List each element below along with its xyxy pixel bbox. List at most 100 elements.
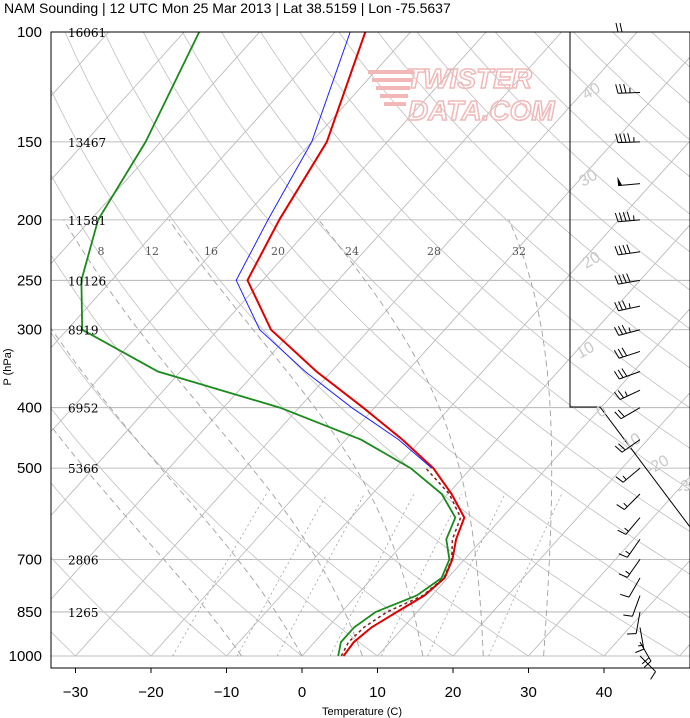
- wind-barb-full: [627, 133, 631, 143]
- wind-barb: [613, 368, 641, 380]
- isotherm--60: [51, 32, 411, 433]
- wind-barb: [639, 655, 656, 680]
- isotherm-20: [452, 392, 690, 657]
- wind-barb-full: [622, 274, 627, 283]
- wind-barb-staff: [622, 467, 641, 483]
- pressure-tick-label: 400: [17, 400, 42, 417]
- pressure-tick-label: 1000: [9, 648, 42, 665]
- wind-barb-full: [626, 273, 631, 283]
- chart-title: NAM Sounding | 12 UTC Mon 25 Mar 2013 | …: [4, 0, 451, 16]
- wind-barb-full: [613, 350, 620, 359]
- wind-barb: [618, 559, 641, 578]
- wind-barb-full: [621, 368, 628, 377]
- isotherm-label: 10: [574, 339, 598, 363]
- height-label: 8919: [68, 324, 99, 338]
- wind-barb-full: [615, 476, 624, 483]
- dry-adiabat-120: [338, 32, 690, 369]
- isotherm-10: [377, 308, 690, 657]
- wind-barb: [616, 493, 641, 510]
- wind-barb-full: [617, 325, 624, 335]
- mixing-ratio-label: 12: [145, 245, 159, 258]
- temperature-tick-label: −30: [63, 684, 88, 701]
- dry-adiabat-30: [51, 174, 529, 657]
- pressure-tick-label: 700: [17, 551, 42, 568]
- height-label: 6952: [68, 402, 99, 416]
- plot-frame: [50, 31, 690, 669]
- wind-barb-staff: [618, 183, 641, 187]
- temperature-tick-label: 10: [369, 684, 386, 701]
- height-label: 10126: [68, 274, 106, 288]
- isotherm--70: [51, 32, 336, 349]
- height-label: 2806: [68, 553, 99, 567]
- wind-barb-half: [628, 303, 631, 309]
- wind-barb: [623, 595, 641, 617]
- isotherm-label: 0: [594, 402, 610, 421]
- wind-barb-full: [615, 84, 619, 94]
- wind-barb-full: [618, 443, 626, 451]
- wind-barb: [615, 467, 641, 483]
- isotherm--40: [51, 32, 562, 600]
- dry-adiabat-90: [221, 32, 690, 491]
- wind-barb-full: [618, 553, 628, 558]
- isotherm--30: [75, 32, 638, 657]
- wind-barb-full: [641, 657, 650, 665]
- height-label: 5366: [68, 462, 99, 476]
- pressure-tick-label: 250: [17, 272, 42, 289]
- isotherm-label: 20: [580, 249, 604, 273]
- wind-barb-staff: [635, 611, 641, 634]
- wind-barb-full: [614, 391, 621, 400]
- isotherm-30: [528, 475, 690, 657]
- wind-barb-half: [624, 391, 628, 397]
- dry-adiabat--20: [51, 556, 152, 657]
- wind-barb-full: [618, 245, 623, 255]
- mixing-ratio-label: 28: [427, 245, 441, 258]
- isotherm-label: -30: [674, 472, 690, 498]
- wind-barb-full: [619, 22, 623, 33]
- height-label: 11581: [68, 214, 106, 228]
- temperature-tick-label: −10: [214, 684, 239, 701]
- wind-barb-full: [617, 409, 625, 418]
- dry-adiabat-80: [182, 32, 690, 532]
- isotherm-40: [603, 559, 690, 657]
- wind-barb-full: [615, 22, 619, 33]
- wind-barb-full: [617, 348, 624, 358]
- wind-barb-staff: [632, 595, 641, 617]
- wind-barb-staff: [625, 517, 641, 535]
- mixing-ratio-20: [488, 493, 563, 657]
- wind-barb-full: [614, 411, 622, 420]
- background-grid: [51, 32, 690, 657]
- temperature-tick-label: 40: [596, 684, 613, 701]
- wind-barb: [615, 22, 640, 33]
- mixing-ratio-2: [236, 493, 328, 657]
- temperature-tick-label: 20: [445, 684, 462, 701]
- wind-barb-full: [623, 614, 633, 617]
- wind-barb-full: [617, 369, 624, 378]
- axis-labels: 1001502002503004005007008501000160611346…: [2, 24, 690, 718]
- pressure-tick-label: 850: [17, 604, 42, 621]
- wind-barb-half: [623, 502, 628, 508]
- wind-barb-full: [614, 327, 620, 336]
- pressure-tick-label: 300: [17, 322, 42, 339]
- wind-barb-half: [624, 527, 629, 532]
- hodo-box-border: [569, 32, 690, 528]
- mixing-ratio-label: 8: [98, 245, 105, 258]
- wind-barb: [615, 133, 641, 144]
- y-axis-label: P (hPa): [2, 348, 14, 385]
- isotherm-label: 40: [580, 80, 604, 104]
- dry-adiabat--10: [51, 482, 227, 657]
- wind-barb-staff: [639, 655, 656, 672]
- series-dewpoint: [80, 32, 457, 657]
- wind-barb-full: [618, 274, 623, 284]
- profile-lines: [80, 32, 466, 657]
- wind-barb-full: [621, 324, 627, 334]
- isotherm--80: [51, 32, 260, 265]
- mixing-ratio-label: 32: [512, 245, 526, 258]
- wind-barb-half: [625, 550, 630, 555]
- dry-adiabat-140: [416, 32, 690, 291]
- wind-barb-full: [618, 212, 623, 222]
- dry-adiabat-10: [51, 331, 378, 657]
- watermark-line2: DATA.COM: [408, 95, 555, 126]
- isotherm-label: 30: [577, 167, 601, 191]
- isotherm--10: [226, 140, 690, 657]
